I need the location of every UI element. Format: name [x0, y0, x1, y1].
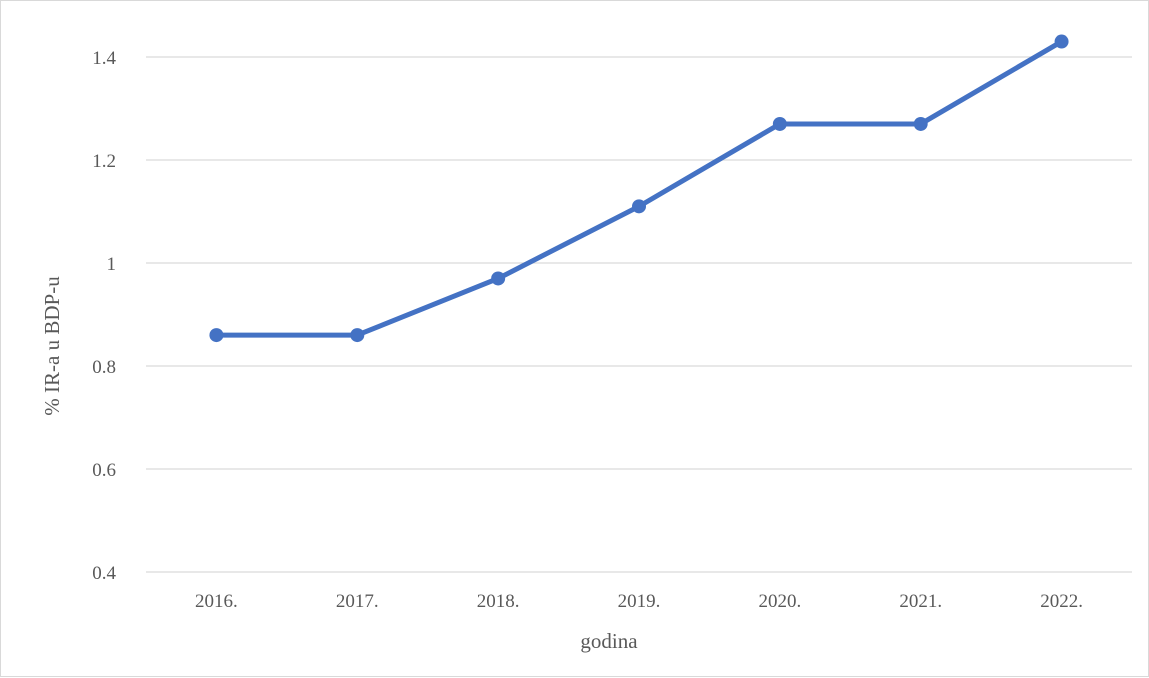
x-tick-label: 2022. — [1040, 591, 1083, 612]
x-tick-label: 2017. — [336, 591, 379, 612]
data-point — [209, 328, 224, 343]
y-axis-ticks: 0.4 0.6 0.8 1 1.2 1.4 — [92, 48, 116, 584]
y-tick-label: 0.6 — [92, 460, 116, 481]
y-tick-label: 0.4 — [92, 563, 116, 584]
y-tick-label: 0.8 — [92, 357, 116, 378]
x-tick-label: 2019. — [618, 591, 661, 612]
data-point — [491, 271, 506, 286]
data-point — [350, 328, 365, 343]
x-axis-ticks: 2016. 2017. 2018. 2019. 2020. 2021. 2022. — [195, 591, 1083, 612]
data-point — [913, 116, 928, 131]
x-tick-label: 2021. — [899, 591, 942, 612]
y-axis-title: % IR-a u BDP-u — [40, 276, 64, 416]
x-axis-title: godina — [580, 629, 638, 653]
gridlines — [146, 56, 1132, 573]
series-line — [213, 39, 1065, 338]
data-point — [772, 116, 787, 131]
data-point — [632, 199, 646, 214]
x-tick-label: 2016. — [195, 591, 238, 612]
series — [209, 34, 1069, 343]
x-tick-label: 2020. — [758, 591, 801, 612]
y-tick-label: 1.4 — [92, 48, 116, 69]
x-tick-label: 2018. — [477, 591, 520, 612]
y-tick-label: 1.2 — [92, 151, 116, 172]
y-tick-label: 1 — [107, 254, 117, 275]
data-point — [1054, 34, 1069, 49]
